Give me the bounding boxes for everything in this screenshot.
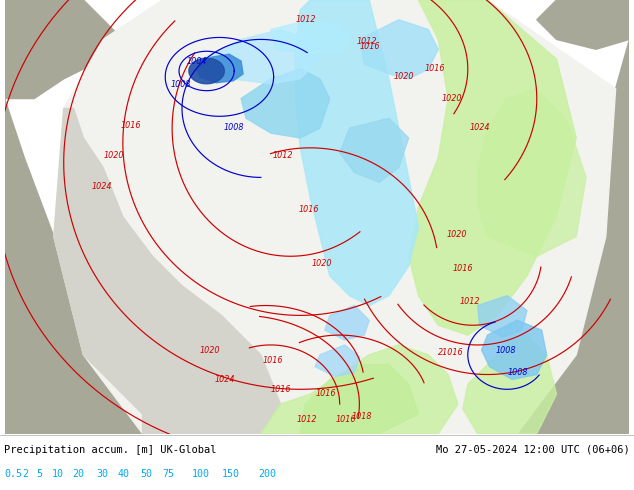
Text: 0.5: 0.5 <box>4 469 22 479</box>
Text: 1012: 1012 <box>273 151 293 160</box>
Text: 40: 40 <box>118 469 130 479</box>
Text: 1008: 1008 <box>223 123 244 132</box>
Text: 5: 5 <box>36 469 42 479</box>
Polygon shape <box>261 345 458 434</box>
Text: 1016: 1016 <box>316 389 337 398</box>
Polygon shape <box>241 69 330 138</box>
Text: 10: 10 <box>52 469 64 479</box>
Text: 1024: 1024 <box>91 182 112 191</box>
Text: 1004: 1004 <box>187 57 207 66</box>
Polygon shape <box>463 335 557 434</box>
Text: 1018: 1018 <box>351 412 372 421</box>
Polygon shape <box>4 98 162 434</box>
Text: 1020: 1020 <box>312 259 333 268</box>
Polygon shape <box>340 118 409 182</box>
Text: 1020: 1020 <box>103 151 124 160</box>
Text: 1016: 1016 <box>453 264 474 273</box>
Text: 1020: 1020 <box>394 72 415 81</box>
Text: 30: 30 <box>96 469 108 479</box>
Polygon shape <box>197 54 243 83</box>
Text: Precipitation accum. [m] UK-Global: Precipitation accum. [m] UK-Global <box>4 445 216 455</box>
Text: 1012: 1012 <box>460 296 481 306</box>
Text: 1016: 1016 <box>424 64 445 73</box>
Polygon shape <box>477 89 586 256</box>
Text: 1008: 1008 <box>507 368 527 376</box>
Text: 1024: 1024 <box>214 375 235 384</box>
Polygon shape <box>295 0 418 306</box>
Text: 1016: 1016 <box>121 121 141 130</box>
Text: 1012: 1012 <box>295 15 316 24</box>
Text: 1020: 1020 <box>200 346 220 355</box>
Polygon shape <box>54 108 280 434</box>
Text: 1012: 1012 <box>296 415 317 424</box>
Text: 2: 2 <box>22 469 28 479</box>
Text: Mo 27-05-2024 12:00 UTC (06+06): Mo 27-05-2024 12:00 UTC (06+06) <box>436 445 630 455</box>
Polygon shape <box>477 295 527 337</box>
Text: 1016: 1016 <box>298 205 319 214</box>
Text: 1012: 1012 <box>356 37 377 47</box>
Text: 1024: 1024 <box>470 123 490 132</box>
Text: 1016: 1016 <box>263 356 283 365</box>
Polygon shape <box>482 320 547 379</box>
Polygon shape <box>537 0 630 49</box>
Polygon shape <box>271 20 349 54</box>
Polygon shape <box>189 58 224 84</box>
Polygon shape <box>325 306 369 340</box>
Text: 1008: 1008 <box>495 346 516 355</box>
Text: 21016: 21016 <box>438 348 464 357</box>
Text: 1016: 1016 <box>271 385 291 394</box>
Text: 200: 200 <box>258 469 276 479</box>
Polygon shape <box>4 0 123 98</box>
Polygon shape <box>143 384 241 434</box>
Text: 100: 100 <box>192 469 210 479</box>
Text: 1008: 1008 <box>170 80 191 89</box>
Polygon shape <box>301 365 418 434</box>
Text: 50: 50 <box>140 469 152 479</box>
Polygon shape <box>409 0 576 335</box>
Text: 1016: 1016 <box>359 42 380 51</box>
Polygon shape <box>54 0 616 434</box>
Text: 150: 150 <box>222 469 240 479</box>
Polygon shape <box>315 345 359 376</box>
Polygon shape <box>359 20 438 79</box>
Polygon shape <box>202 29 320 84</box>
Text: 1016: 1016 <box>336 415 356 424</box>
Text: 1020: 1020 <box>446 229 467 239</box>
Text: 75: 75 <box>162 469 174 479</box>
Polygon shape <box>477 39 630 434</box>
Text: 20: 20 <box>72 469 84 479</box>
Text: 1020: 1020 <box>441 94 462 102</box>
